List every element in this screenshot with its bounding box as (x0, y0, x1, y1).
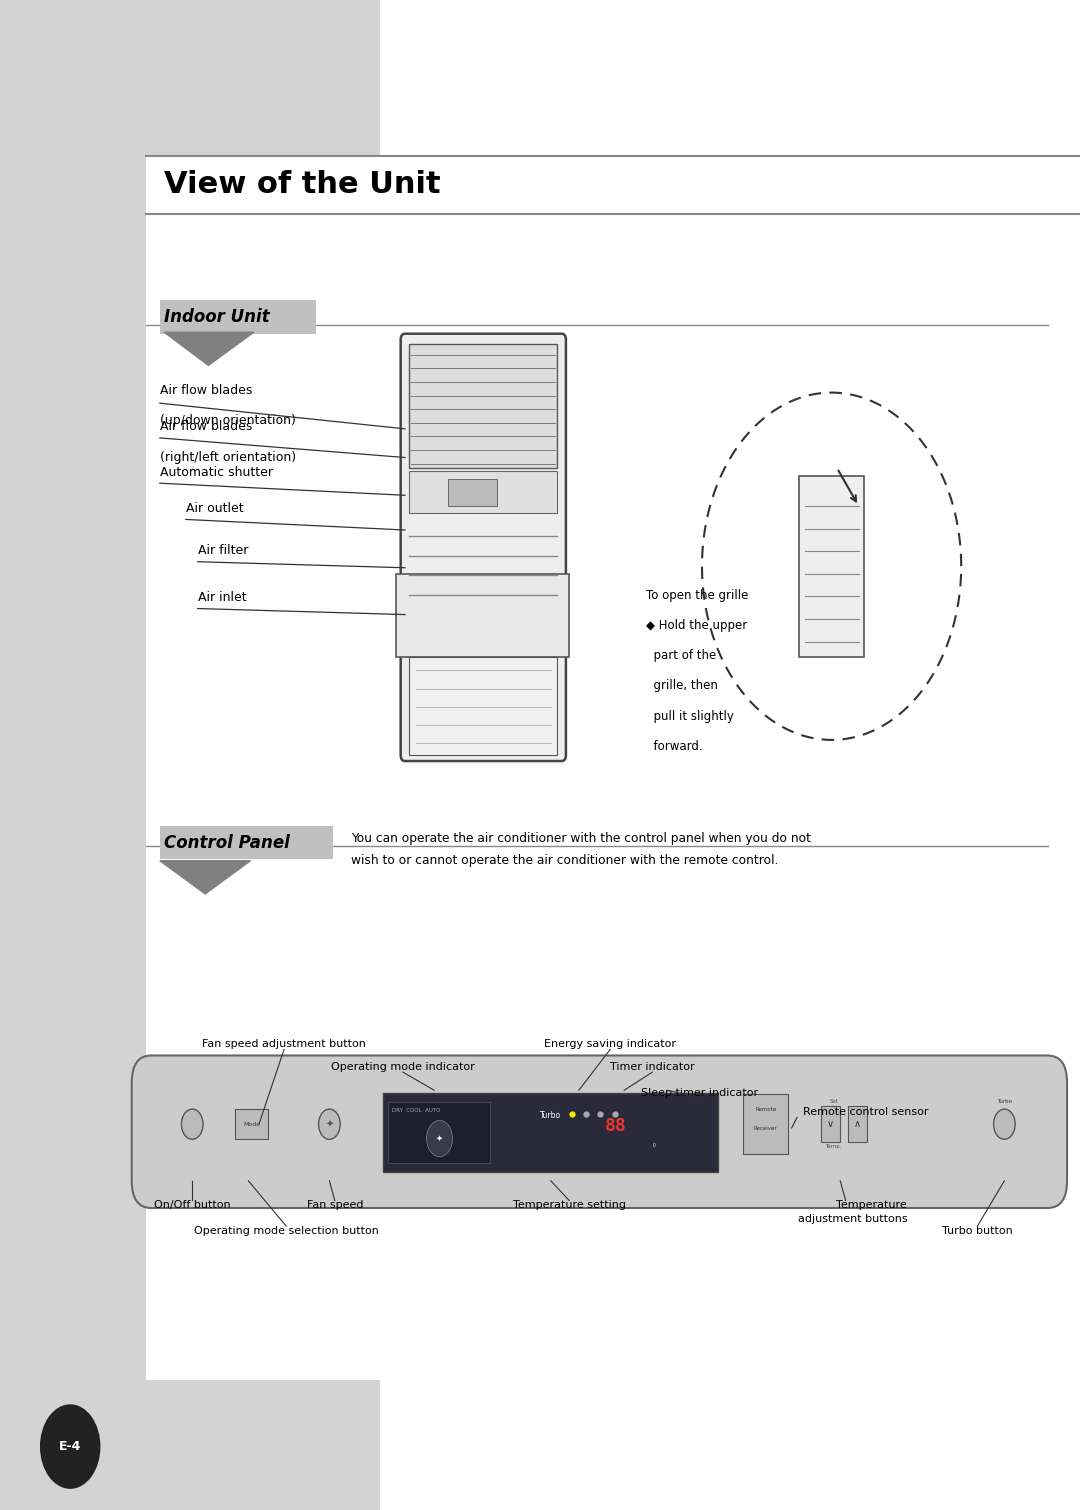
Text: ✦: ✦ (436, 1134, 443, 1143)
Bar (0, 0, 380, 156)
Text: Receiver: Receiver (754, 1126, 778, 1131)
Text: ∧: ∧ (854, 1119, 861, 1129)
Bar (160, 826, 333, 859)
Bar (799, 476, 864, 657)
Text: Air outlet: Air outlet (186, 501, 243, 515)
Text: Timer indicator: Timer indicator (610, 1062, 694, 1072)
Text: Remote: Remote (755, 1107, 777, 1111)
Text: You can operate the air conditioner with the control panel when you do not: You can operate the air conditioner with… (351, 832, 811, 844)
Circle shape (427, 1120, 453, 1157)
Text: Sleep timer indicator: Sleep timer indicator (642, 1087, 758, 1098)
Text: pull it slightly: pull it slightly (646, 710, 733, 723)
Bar (409, 471, 557, 513)
Bar (388, 1102, 490, 1163)
Text: Turbo: Turbo (540, 1111, 562, 1120)
Text: Air inlet: Air inlet (198, 590, 246, 604)
Text: Temp.: Temp. (825, 1145, 842, 1149)
Text: Air flow blades: Air flow blades (160, 384, 253, 397)
Text: Operating mode indicator: Operating mode indicator (330, 1062, 475, 1072)
Bar (0, 156, 146, 325)
Text: (right/left orientation): (right/left orientation) (160, 450, 296, 464)
Bar (235, 1108, 268, 1139)
Text: Set: Set (829, 1099, 838, 1104)
Polygon shape (160, 861, 251, 894)
Text: °: ° (651, 1143, 656, 1152)
Text: Fan speed: Fan speed (307, 1200, 363, 1211)
Bar (380, 0, 1080, 214)
Text: Automatic shutter: Automatic shutter (160, 465, 273, 479)
Circle shape (181, 1108, 203, 1140)
Text: (up/down orientation): (up/down orientation) (160, 414, 296, 427)
Text: part of the: part of the (646, 649, 716, 663)
Bar (0, 781, 146, 870)
Text: Air filter: Air filter (198, 544, 248, 557)
Text: Air flow blades: Air flow blades (160, 420, 253, 433)
Circle shape (319, 1108, 340, 1140)
Text: On/Off button: On/Off button (154, 1200, 230, 1211)
Text: ◆ Hold the upper: ◆ Hold the upper (646, 619, 747, 633)
Bar (0, 325, 146, 781)
Text: DRY  COOL  AUTO: DRY COOL AUTO (392, 1108, 441, 1113)
Text: ✦: ✦ (325, 1119, 334, 1129)
Bar (0, 1380, 380, 1510)
Bar (409, 344, 557, 468)
FancyBboxPatch shape (132, 1055, 1067, 1208)
Text: To open the grille: To open the grille (646, 589, 748, 602)
Text: ∨: ∨ (827, 1119, 834, 1129)
Text: grille, then: grille, then (646, 680, 718, 693)
Text: Control Panel: Control Panel (164, 834, 291, 852)
Bar (409, 657, 557, 755)
Text: wish to or cannot operate the air conditioner with the remote control.: wish to or cannot operate the air condit… (351, 855, 779, 867)
Bar (160, 300, 316, 334)
Text: Operating mode selection button: Operating mode selection button (193, 1226, 379, 1237)
Text: View of the Unit: View of the Unit (164, 171, 441, 199)
Text: Mode: Mode (243, 1122, 260, 1126)
Text: 88: 88 (605, 1117, 626, 1136)
Text: Energy saving indicator: Energy saving indicator (544, 1039, 676, 1049)
Circle shape (994, 1108, 1015, 1140)
Text: Indoor Unit: Indoor Unit (164, 308, 270, 326)
Bar (383, 1093, 718, 1172)
Text: Remote control sensor: Remote control sensor (804, 1107, 929, 1117)
Bar (448, 479, 497, 506)
Bar (743, 1093, 788, 1154)
Text: Turbo: Turbo (997, 1099, 1012, 1104)
Text: Turbo button: Turbo button (942, 1226, 1013, 1237)
Bar (396, 574, 569, 657)
Polygon shape (164, 332, 254, 365)
Text: Temperature
adjustment buttons: Temperature adjustment buttons (797, 1200, 907, 1223)
Bar (848, 1105, 867, 1142)
FancyBboxPatch shape (401, 334, 566, 761)
Text: forward.: forward. (646, 740, 702, 753)
Circle shape (40, 1404, 100, 1489)
Bar (821, 1105, 840, 1142)
Text: Fan speed adjustment button: Fan speed adjustment button (202, 1039, 366, 1049)
Bar (0, 870, 146, 1380)
Text: Temperature setting: Temperature setting (513, 1200, 625, 1211)
Text: E-4: E-4 (59, 1441, 81, 1453)
